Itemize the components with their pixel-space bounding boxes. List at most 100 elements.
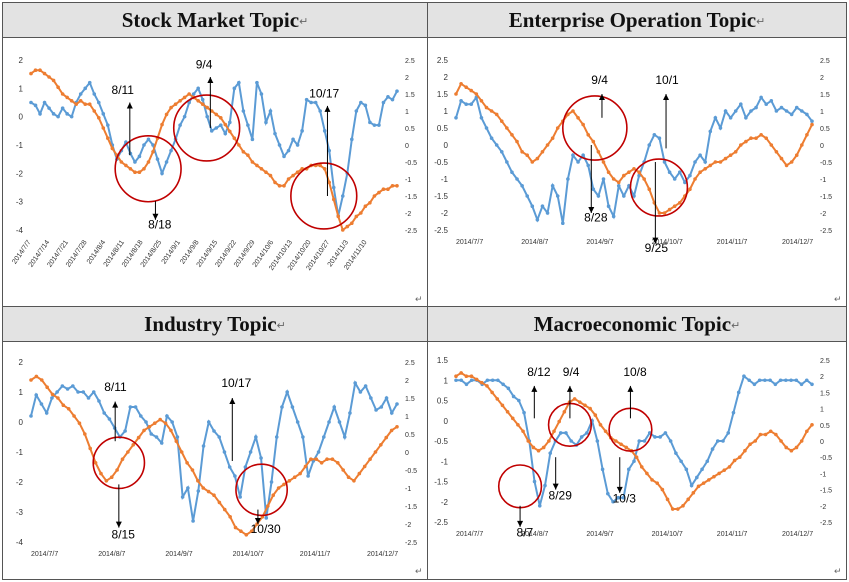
series-point	[274, 435, 279, 439]
y-right-tick-label: 0	[405, 143, 409, 150]
series-point	[142, 428, 146, 433]
series-point	[479, 99, 484, 103]
series-point	[38, 68, 42, 72]
y-right-tick-label: -0.5	[405, 468, 417, 475]
series-point	[142, 143, 146, 147]
series-point	[386, 95, 390, 99]
series-point	[596, 194, 601, 198]
series-point	[474, 92, 479, 96]
series-point	[368, 457, 372, 461]
series-point	[530, 160, 535, 164]
series-point	[255, 163, 259, 168]
series-point	[269, 480, 274, 484]
series-point	[137, 154, 142, 159]
highlight-circle	[114, 135, 182, 203]
series-point	[29, 100, 33, 105]
y-left-tick-label: -3	[16, 198, 24, 207]
series-point	[369, 396, 373, 400]
series-point	[758, 432, 763, 437]
y-right-tick-label: -1	[405, 486, 411, 493]
series-point	[622, 194, 626, 198]
annotation-label: 8/11	[112, 83, 135, 97]
y-right-tick-label: 1	[820, 407, 824, 414]
series-point	[805, 429, 809, 434]
series-point	[712, 474, 716, 479]
series-point	[78, 92, 83, 96]
series-point	[459, 99, 463, 103]
series-point	[667, 170, 672, 174]
series-point	[616, 180, 621, 185]
panel-title-text: Macroeconomic Topic	[533, 312, 732, 336]
series-point	[200, 97, 205, 102]
series-point	[535, 218, 540, 222]
series-point	[259, 456, 263, 460]
y-right-tick-label: -1	[820, 177, 826, 184]
series-point	[773, 382, 778, 387]
series-point	[693, 160, 697, 164]
y-left-tick-label: 0	[19, 418, 24, 427]
series-point	[586, 163, 591, 168]
series-point	[505, 160, 509, 164]
series-point	[749, 109, 753, 113]
series-point	[395, 89, 399, 93]
series-point	[165, 414, 169, 418]
series-point	[286, 148, 291, 153]
series-point	[576, 160, 580, 164]
series-point	[676, 507, 680, 511]
series-point	[160, 171, 164, 176]
series-point	[707, 478, 711, 482]
series-point	[517, 398, 521, 403]
arrow-head	[552, 483, 559, 490]
series-point	[374, 408, 378, 412]
series-point	[705, 459, 710, 464]
series-point	[331, 185, 336, 190]
y-right-tick-label: -1.5	[405, 194, 417, 201]
series-point	[698, 153, 702, 157]
series-point	[593, 413, 598, 417]
highlight-circle	[235, 463, 288, 517]
series-point	[33, 68, 38, 72]
annotation-label: 8/7	[517, 526, 534, 540]
series-point	[774, 150, 779, 154]
chart-stock-market: 210-1-2-3-42.521.510.50-0.5-1-1.5-2-2.52…	[11, 56, 422, 304]
series-point	[33, 103, 38, 108]
y-left-tick-label: -1	[441, 457, 449, 466]
series-point	[763, 432, 768, 437]
series-point	[151, 143, 155, 147]
series-point	[672, 177, 677, 181]
return-mark: ↵	[731, 320, 741, 333]
y-right-tick-label: 2.5	[820, 358, 830, 365]
series-point	[81, 390, 86, 394]
arrow-head	[517, 520, 524, 527]
series-point	[778, 378, 783, 383]
series-point	[637, 439, 642, 443]
series-point	[363, 384, 368, 388]
series-point	[133, 170, 137, 174]
y-left-tick-label: -2	[16, 478, 24, 487]
series-point	[352, 479, 356, 483]
series-point	[774, 432, 778, 437]
y-right-tick-label: -2	[405, 522, 411, 529]
series-point	[520, 184, 524, 188]
series-point	[386, 187, 390, 191]
series-point	[558, 431, 563, 435]
y-right-tick-label: 0.5	[820, 126, 830, 133]
series-point	[505, 126, 509, 130]
series-point	[753, 439, 758, 443]
highlight-circle	[561, 95, 628, 161]
y-left-tick-label: -0.5	[434, 158, 448, 167]
series-point	[313, 100, 318, 105]
series-point	[774, 109, 779, 113]
series-point	[319, 461, 324, 465]
y-right-tick-label: 1.5	[820, 92, 830, 99]
series-point	[496, 378, 500, 383]
series-point	[611, 499, 615, 504]
series-point	[642, 439, 647, 443]
series-point	[273, 131, 277, 136]
chart-macroeconomic: 1.5 1 0.5 0 -0.5 -1 -1.5 -2 -2.5 2.5 2 1.5 1 0.5 0 -0.5…	[434, 356, 841, 576]
series-point	[164, 112, 169, 117]
series-point	[131, 443, 136, 447]
series-point	[101, 126, 106, 130]
series-point	[668, 439, 673, 443]
series-point	[241, 150, 246, 154]
